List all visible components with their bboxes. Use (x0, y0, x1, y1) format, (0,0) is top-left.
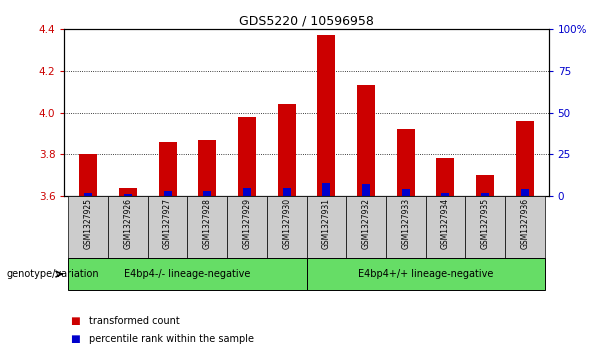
Text: GSM1327926: GSM1327926 (123, 198, 132, 249)
Bar (124, 194, 132, 196)
Text: genotype/variation: genotype/variation (6, 269, 99, 279)
Bar (505, 196, 545, 258)
Text: GSM1327934: GSM1327934 (441, 198, 450, 249)
Bar (188, 196, 227, 258)
Bar (204, 191, 211, 196)
Bar (425, 196, 465, 258)
Bar (267, 196, 306, 258)
Bar (68, 258, 306, 290)
Bar (386, 196, 425, 258)
Bar (465, 196, 505, 258)
Bar (227, 196, 267, 258)
Bar (148, 196, 188, 258)
Title: GDS5220 / 10596958: GDS5220 / 10596958 (239, 15, 374, 28)
Bar (278, 104, 295, 196)
Text: GSM1327933: GSM1327933 (402, 198, 410, 249)
Bar (402, 189, 409, 196)
Text: E4bp4+/+ lineage-negative: E4bp4+/+ lineage-negative (358, 269, 493, 279)
Bar (436, 159, 454, 196)
Text: GSM1327927: GSM1327927 (163, 198, 172, 249)
Text: ■: ■ (70, 316, 80, 326)
Text: GSM1327929: GSM1327929 (243, 198, 251, 249)
Bar (238, 117, 256, 196)
Text: GSM1327930: GSM1327930 (282, 198, 291, 249)
Bar (521, 189, 529, 196)
Bar (119, 188, 137, 196)
Bar (306, 258, 545, 290)
Text: E4bp4-/- lineage-negative: E4bp4-/- lineage-negative (124, 269, 251, 279)
Bar (322, 183, 330, 196)
Text: GSM1327928: GSM1327928 (203, 198, 211, 249)
Bar (441, 193, 449, 196)
Bar (346, 196, 386, 258)
Bar (318, 35, 335, 196)
Text: GSM1327925: GSM1327925 (84, 198, 93, 249)
Text: ■: ■ (70, 334, 80, 344)
Bar (397, 129, 414, 196)
Bar (199, 140, 216, 196)
Bar (108, 196, 148, 258)
Text: GSM1327932: GSM1327932 (362, 198, 370, 249)
Bar (243, 188, 251, 196)
Text: GSM1327935: GSM1327935 (481, 198, 490, 249)
Text: GSM1327936: GSM1327936 (520, 198, 529, 249)
Bar (164, 191, 172, 196)
Bar (159, 142, 177, 196)
Bar (516, 121, 534, 196)
Bar (68, 196, 108, 258)
Text: percentile rank within the sample: percentile rank within the sample (89, 334, 254, 344)
Bar (481, 193, 489, 196)
Bar (306, 196, 346, 258)
Bar (283, 188, 291, 196)
Bar (84, 193, 92, 196)
Bar (476, 175, 494, 196)
Text: GSM1327931: GSM1327931 (322, 198, 331, 249)
Bar (79, 154, 97, 196)
Text: transformed count: transformed count (89, 316, 180, 326)
Bar (362, 184, 370, 196)
Bar (357, 85, 375, 196)
